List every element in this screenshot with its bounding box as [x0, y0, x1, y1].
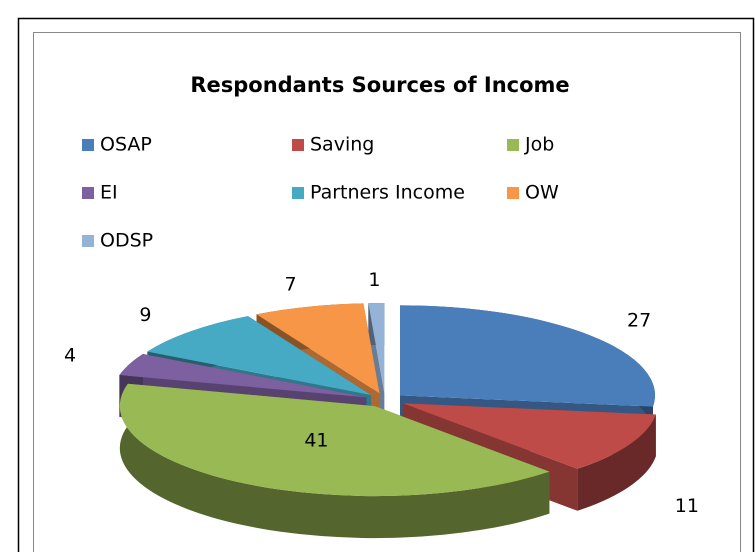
- legend-swatch: [292, 187, 304, 199]
- legend-label: Saving: [310, 134, 374, 156]
- legend-swatch: [507, 187, 519, 199]
- slice-top: [400, 305, 656, 407]
- data-label: 7: [284, 274, 296, 296]
- slice-top: [119, 354, 367, 398]
- data-label: 4: [64, 344, 76, 366]
- legend-swatch: [82, 235, 94, 247]
- legend-label: EI: [100, 182, 118, 204]
- slice: [119, 383, 550, 539]
- outer-frame: [17, 17, 755, 552]
- legend-label: Partners Income: [310, 182, 465, 204]
- legend-label: Job: [524, 134, 554, 156]
- slice-top: [256, 303, 380, 394]
- data-label: 41: [304, 429, 328, 451]
- slice: [368, 302, 385, 435]
- legend-swatch: [82, 139, 94, 151]
- data-label: 27: [627, 309, 651, 331]
- data-label: 11: [675, 495, 699, 517]
- legend-label: ODSP: [100, 230, 153, 252]
- legend-label: OW: [525, 182, 559, 204]
- legend-swatch: [82, 187, 94, 199]
- slice-side: [119, 383, 550, 539]
- slice-side: [577, 414, 656, 511]
- data-label: 1: [368, 269, 380, 291]
- legend-label: OSAP: [100, 134, 152, 156]
- legend-swatch: [507, 139, 519, 151]
- chart-title: Respondants Sources of Income: [190, 73, 569, 97]
- slice-top: [402, 403, 656, 469]
- slice-top: [368, 302, 385, 393]
- slice-top: [119, 383, 550, 497]
- legend-swatch: [292, 139, 304, 151]
- data-label: 9: [139, 304, 151, 326]
- slice-top: [147, 316, 371, 396]
